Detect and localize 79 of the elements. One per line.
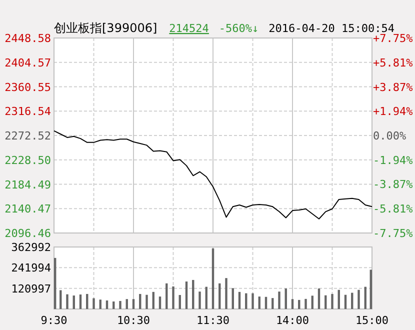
- y-tick-label: 2404.57: [4, 56, 51, 70]
- y-tick-label: 241994: [11, 262, 52, 275]
- y2-tick-label: -1.94%: [373, 154, 414, 167]
- bar: [106, 300, 108, 309]
- bar: [245, 293, 248, 309]
- bar: [218, 283, 221, 309]
- text: 2016-04-20 15:00:54: [268, 22, 395, 35]
- x-tick-label: 10:30: [116, 314, 150, 327]
- bar: [338, 290, 340, 309]
- text: 214524: [169, 22, 210, 35]
- bar: [166, 283, 168, 309]
- y-tick-label: 2096.46: [4, 227, 51, 240]
- y2-tick-label: +5.81%: [373, 56, 414, 70]
- y2-tick-label: -5.81%: [373, 202, 414, 216]
- y-tick-label: 120997: [11, 282, 51, 296]
- bar: [370, 270, 372, 309]
- bar: [172, 286, 174, 309]
- bar: [132, 299, 135, 309]
- y2-tick-label: 0.00%: [373, 130, 406, 142]
- y2-tick-label: +3.87%: [373, 80, 414, 94]
- y-tick-label: 2448.58: [4, 32, 51, 45]
- bar: [324, 295, 327, 309]
- y2-tick-label: +7.75%: [373, 32, 414, 45]
- x-tick-label: 14:00: [276, 314, 310, 327]
- bar: [252, 293, 254, 309]
- bar: [178, 294, 181, 309]
- bar: [284, 288, 287, 309]
- bar: [238, 292, 241, 309]
- y2-tick-label: -7.75%: [373, 227, 414, 240]
- bar: [158, 296, 162, 309]
- bar: [72, 296, 75, 309]
- bar: [54, 258, 56, 309]
- x-tick-label: 11:30: [196, 314, 230, 327]
- y-tick-label: 2228.50: [4, 154, 51, 167]
- y-tick-label: 2272.52: [4, 130, 51, 142]
- bar: [139, 294, 142, 309]
- bar: [264, 296, 268, 309]
- bar: [152, 292, 154, 309]
- bar: [311, 296, 314, 309]
- bar: [126, 299, 128, 309]
- bar: [112, 301, 115, 309]
- y2-tick-label: +1.94%: [373, 105, 414, 118]
- bar: [119, 300, 122, 309]
- text: -560%↓: [218, 22, 259, 35]
- bar: [192, 280, 194, 309]
- x-tick-label: 9:30: [40, 314, 68, 327]
- bar: [304, 298, 307, 309]
- y-tick-label: 362992: [11, 241, 51, 254]
- bar: [272, 298, 274, 309]
- y-tick-label: 2140.47: [4, 202, 51, 216]
- bar: [146, 294, 148, 309]
- bar: [232, 288, 234, 309]
- bar: [225, 278, 228, 309]
- bar: [66, 294, 68, 309]
- bar: [185, 282, 188, 309]
- bar: [99, 300, 102, 309]
- line-series: [54, 130, 372, 220]
- bar: [358, 290, 360, 309]
- bar: [60, 290, 62, 309]
- y-tick-label: 2316.54: [4, 105, 52, 118]
- bar: [298, 300, 300, 309]
- y2-tick-label: -3.87%: [373, 178, 414, 192]
- bar: [318, 288, 320, 309]
- bar: [79, 294, 82, 309]
- bar: [364, 286, 366, 309]
- bar: [92, 298, 95, 309]
- x-tick-label: 15:00: [355, 314, 389, 327]
- bar: [351, 292, 354, 309]
- chart-title: 创业板指[399006]: [54, 21, 158, 35]
- y-tick-label: 2184.49: [4, 178, 51, 192]
- bar: [198, 292, 201, 309]
- bar: [205, 286, 208, 309]
- bar: [331, 294, 334, 309]
- bar: [291, 299, 294, 309]
- bar: [86, 294, 88, 309]
- bar: [278, 292, 280, 309]
- y-tick-label: 2360.55: [4, 80, 51, 94]
- bar: [344, 294, 347, 309]
- bar: [258, 296, 260, 309]
